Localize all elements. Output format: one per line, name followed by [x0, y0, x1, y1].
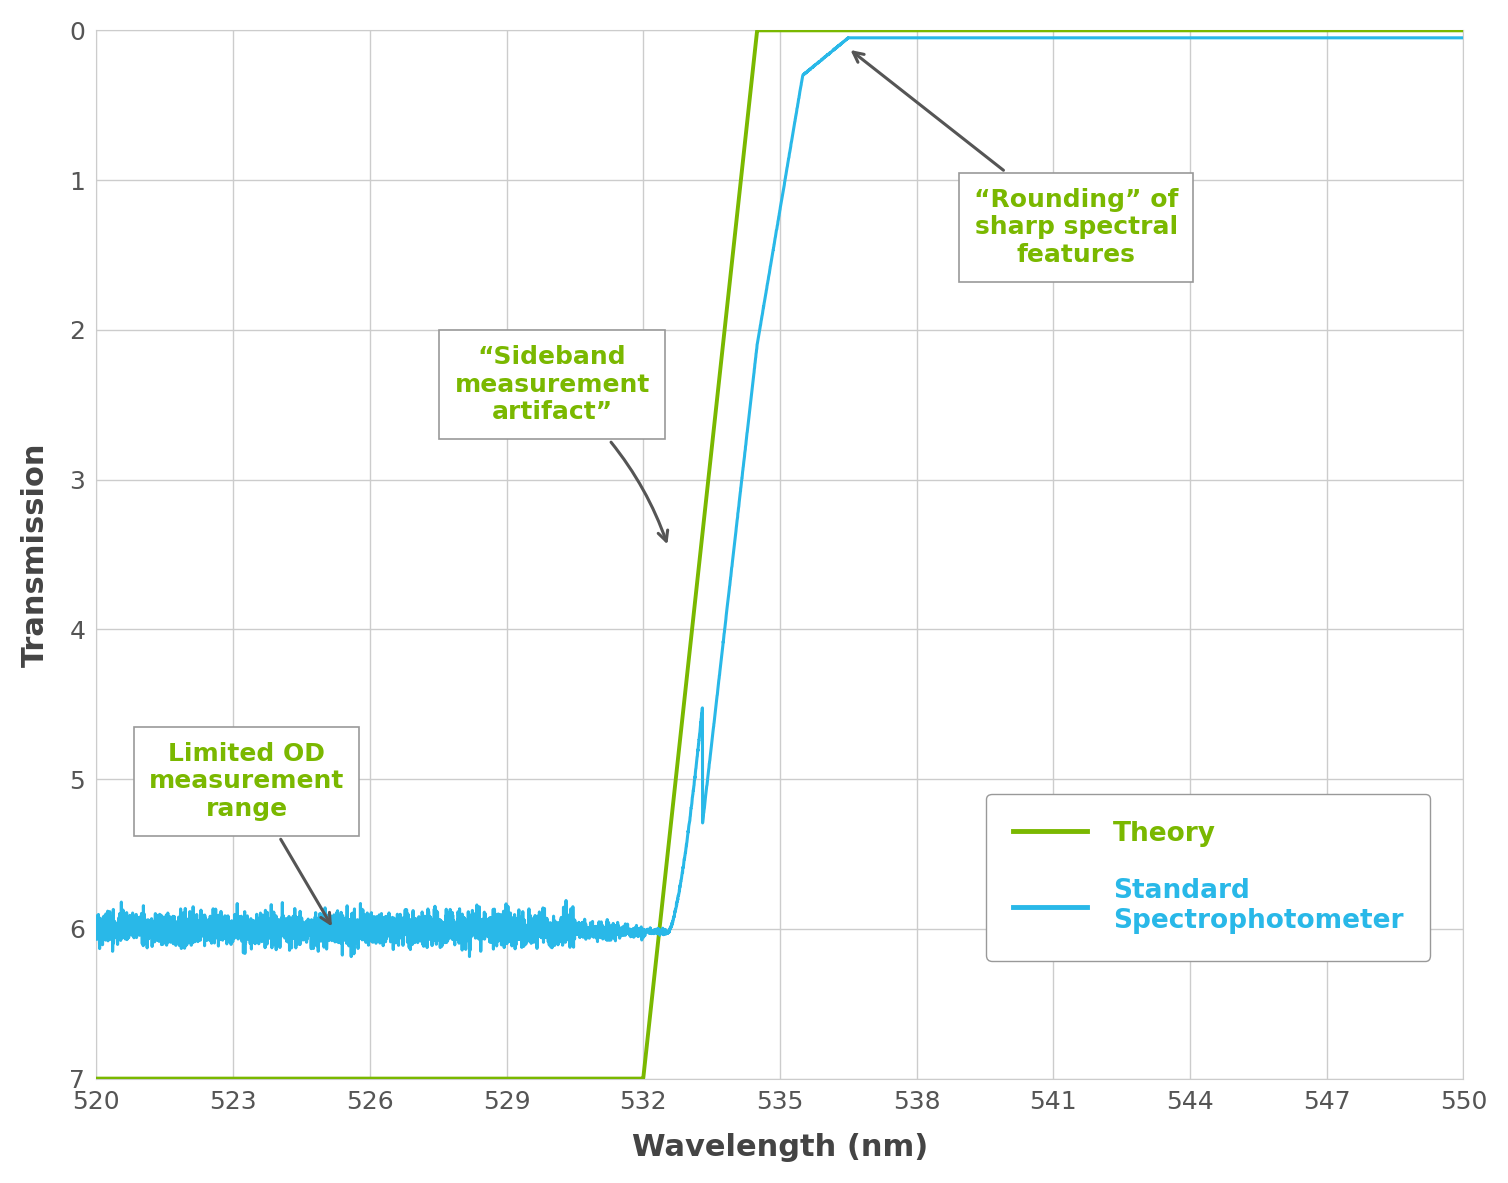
Text: “Rounding” of
sharp spectral
features: “Rounding” of sharp spectral features — [854, 52, 1178, 267]
X-axis label: Wavelength (nm): Wavelength (nm) — [632, 1133, 927, 1162]
Y-axis label: Transmission: Transmission — [21, 442, 50, 667]
Legend: Theory, Standard
Spectrophotometer: Theory, Standard Spectrophotometer — [986, 794, 1430, 961]
Text: Limited OD
measurement
range: Limited OD measurement range — [149, 742, 344, 924]
Text: “Sideband
measurement
artifact”: “Sideband measurement artifact” — [454, 344, 668, 541]
